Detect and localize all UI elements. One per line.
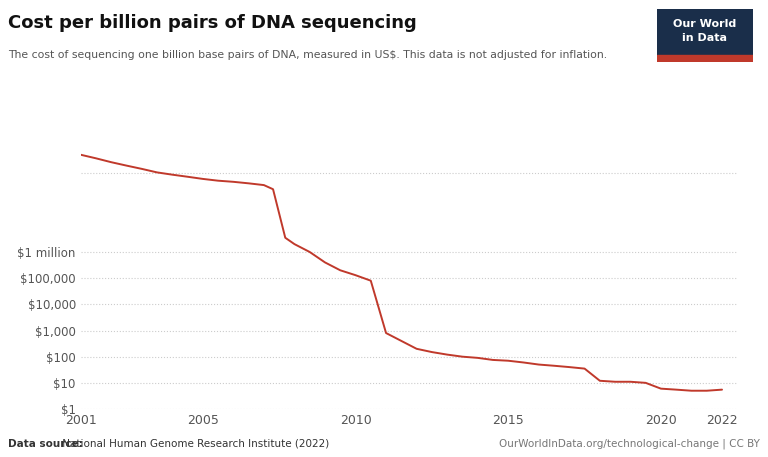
Text: Our World
in Data: Our World in Data <box>673 19 737 43</box>
Text: Cost per billion pairs of DNA sequencing: Cost per billion pairs of DNA sequencing <box>8 14 416 32</box>
Bar <box>657 55 753 62</box>
Text: The cost of sequencing one billion base pairs of DNA, measured in US$. This data: The cost of sequencing one billion base … <box>8 50 607 60</box>
Text: National Human Genome Research Institute (2022): National Human Genome Research Institute… <box>59 439 329 449</box>
Text: Data source:: Data source: <box>8 439 82 449</box>
Text: OurWorldInData.org/technological-change | CC BY: OurWorldInData.org/technological-change … <box>499 438 760 449</box>
